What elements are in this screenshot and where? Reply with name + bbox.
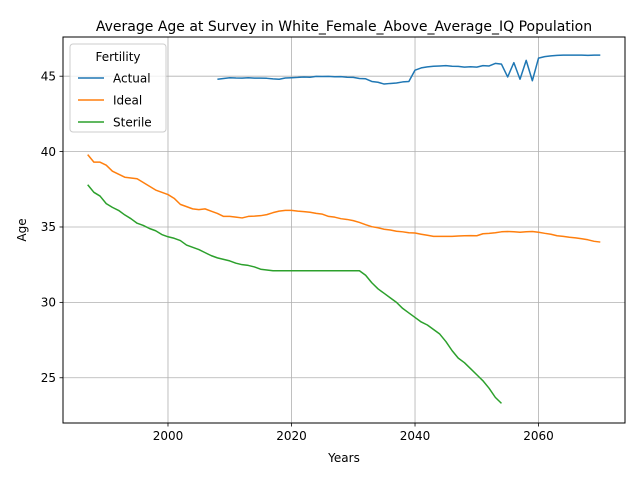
y-tick-label: 40 <box>41 145 56 159</box>
chart-title: Average Age at Survey in White_Female_Ab… <box>96 19 592 35</box>
x-tick-label: 2040 <box>400 429 431 443</box>
y-tick-label: 45 <box>41 69 56 83</box>
legend-title: Fertility <box>95 50 140 64</box>
legend: Fertility Actual Ideal Sterile <box>70 44 166 132</box>
y-tick-label: 35 <box>41 220 56 234</box>
y-tick-label: 30 <box>41 296 56 310</box>
x-axis-label: Years <box>327 451 360 465</box>
legend-label-ideal: Ideal <box>113 93 142 107</box>
legend-label-sterile: Sterile <box>113 115 152 129</box>
x-tick-label: 2060 <box>523 429 554 443</box>
y-tick-label: 25 <box>41 371 56 385</box>
y-axis-label: Age <box>15 218 29 241</box>
x-tick-label: 2000 <box>153 429 184 443</box>
x-tick-label: 2020 <box>276 429 307 443</box>
legend-label-actual: Actual <box>113 71 151 85</box>
